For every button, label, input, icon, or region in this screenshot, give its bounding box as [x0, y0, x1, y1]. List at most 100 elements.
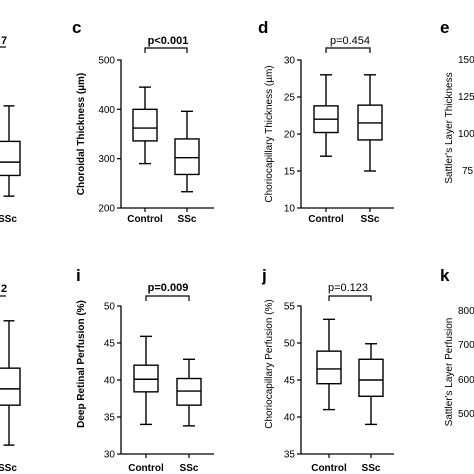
tick-label: 100	[458, 129, 474, 140]
box-group	[133, 335, 202, 427]
box-group	[132, 86, 200, 193]
pvalue-label: p<0.001	[148, 35, 189, 47]
box-control	[132, 86, 158, 165]
box-ssc	[174, 110, 200, 193]
y-axis-label: Choriocapillary Perfusion (%)	[264, 299, 275, 429]
y-axis-label: Sattler's Layer Thickness	[444, 72, 455, 183]
y-tick-label: 45	[104, 339, 116, 350]
panel-letter-c: c	[72, 18, 81, 37]
tick-label: 800	[458, 306, 474, 317]
pvalue-label: p=0.123	[328, 282, 368, 294]
pvalue-label: p=0.009	[148, 282, 189, 294]
y-tick-label: 35	[284, 450, 296, 461]
panel-i: i Deep Retinal Perfusion (%) p=0.009 303…	[76, 266, 214, 474]
y-axis-label: Sattler's Layer Perfusion	[444, 318, 455, 427]
pvalue-bracket	[145, 295, 190, 301]
y-tick-label: 400	[98, 105, 115, 116]
pvalue-bracket	[144, 47, 188, 53]
panel-letter-i: i	[76, 266, 81, 285]
y-tick-label: 35	[104, 413, 116, 424]
panel-e: e Sattler's Layer Thickness 150 125 100 …	[440, 18, 474, 184]
panel-d: d Choriocapillary Thickness (µm) p=0.454…	[258, 18, 394, 225]
y-axis-label: Choriocapillary Thickness (µm)	[264, 65, 275, 202]
pvalue-label: p=0.454	[330, 35, 370, 47]
y-axis-label: Deep Retinal Perfusion (%)	[76, 300, 87, 428]
box-iqr	[132, 108, 158, 142]
tick-label: 600	[458, 375, 474, 386]
box-iqr	[133, 364, 159, 393]
x-categories: Control SSc	[127, 208, 197, 225]
category-label: Control	[127, 214, 163, 225]
box-ssc	[176, 358, 202, 427]
y-tick-label: 20	[284, 130, 296, 141]
box-group	[313, 74, 383, 172]
x-categories: Control SSc	[311, 454, 381, 474]
y-tick-label: 300	[98, 154, 115, 165]
panel-letter-e: e	[440, 18, 449, 37]
y-tick-label: 200	[98, 204, 115, 215]
panel-c: c Choroidal Thickness (µm) p<0.001 200 30…	[72, 18, 214, 225]
category-label-ssc: SSc	[0, 463, 17, 474]
box-ssc	[0, 320, 21, 446]
pvalue-label: 7	[1, 35, 7, 47]
category-label: SSc	[178, 214, 197, 225]
category-label: Control	[308, 214, 344, 225]
box-iqr	[358, 358, 384, 397]
box-control	[316, 318, 342, 411]
y-ticks: 200 300 400 500	[98, 56, 121, 215]
panel-partial-bottom-left: 2 SSc	[0, 283, 21, 474]
category-label: SSc	[361, 214, 380, 225]
panel-j: j Choriocapillary Perfusion (%) p=0.123 …	[261, 266, 394, 474]
x-categories: Control SSc	[308, 208, 380, 225]
box-iqr	[174, 138, 200, 176]
panel-k: k Sattler's Layer Perfusion 800 700 600 …	[440, 266, 474, 426]
y-tick-label: 40	[104, 376, 116, 387]
y-ticks: 35 40 45 50 55	[284, 302, 301, 461]
y-tick-label: 30	[104, 450, 116, 461]
box-control	[313, 74, 339, 157]
x-categories: Control SSc	[128, 454, 199, 474]
box-ssc	[357, 74, 383, 172]
box-ssc	[0, 105, 21, 197]
box-group	[0, 105, 21, 197]
y-tick-label: 10	[284, 204, 296, 215]
y-tick-label: 50	[104, 302, 116, 313]
category-label: Control	[311, 463, 347, 474]
box-group	[316, 318, 384, 426]
box-iqr	[316, 350, 342, 385]
box-iqr	[0, 140, 21, 177]
panel-partial-top-left: 7 SSc	[0, 35, 21, 225]
pvalue-bracket	[325, 47, 371, 53]
box-group	[0, 320, 21, 446]
category-label: SSc	[362, 463, 381, 474]
tick-label: 700	[458, 340, 474, 351]
category-label: SSc	[180, 463, 199, 474]
panel-letter-k: k	[440, 266, 450, 285]
pvalue-label: 2	[1, 283, 7, 295]
box-ssc	[358, 343, 384, 426]
tick-label: 150	[458, 55, 474, 66]
box-iqr	[176, 377, 202, 406]
box-control	[133, 335, 159, 426]
panel-letter-j: j	[261, 266, 267, 285]
y-ticks: 30 35 40 45 50	[104, 302, 121, 461]
y-tick-label: 15	[284, 167, 296, 178]
y-tick-label: 40	[284, 413, 296, 424]
y-axis-label: Choroidal Thickness (µm)	[76, 73, 87, 195]
box-iqr	[0, 367, 21, 406]
category-label: Control	[128, 463, 164, 474]
y-tick-label: 55	[284, 302, 296, 313]
y-ticks: 10 15 20 25 30	[284, 56, 301, 215]
category-label-ssc: SSc	[0, 214, 17, 225]
y-tick-label: 25	[284, 93, 296, 104]
y-tick-label: 500	[98, 56, 115, 67]
tick-label: 500	[458, 409, 474, 420]
tick-label: 125	[458, 92, 474, 103]
y-tick-label: 45	[284, 376, 296, 387]
panel-letter-d: d	[258, 18, 268, 37]
pvalue-bracket	[328, 295, 372, 301]
tick-label: 75	[462, 166, 474, 177]
y-tick-label: 30	[284, 56, 296, 67]
y-tick-label: 50	[284, 339, 296, 350]
